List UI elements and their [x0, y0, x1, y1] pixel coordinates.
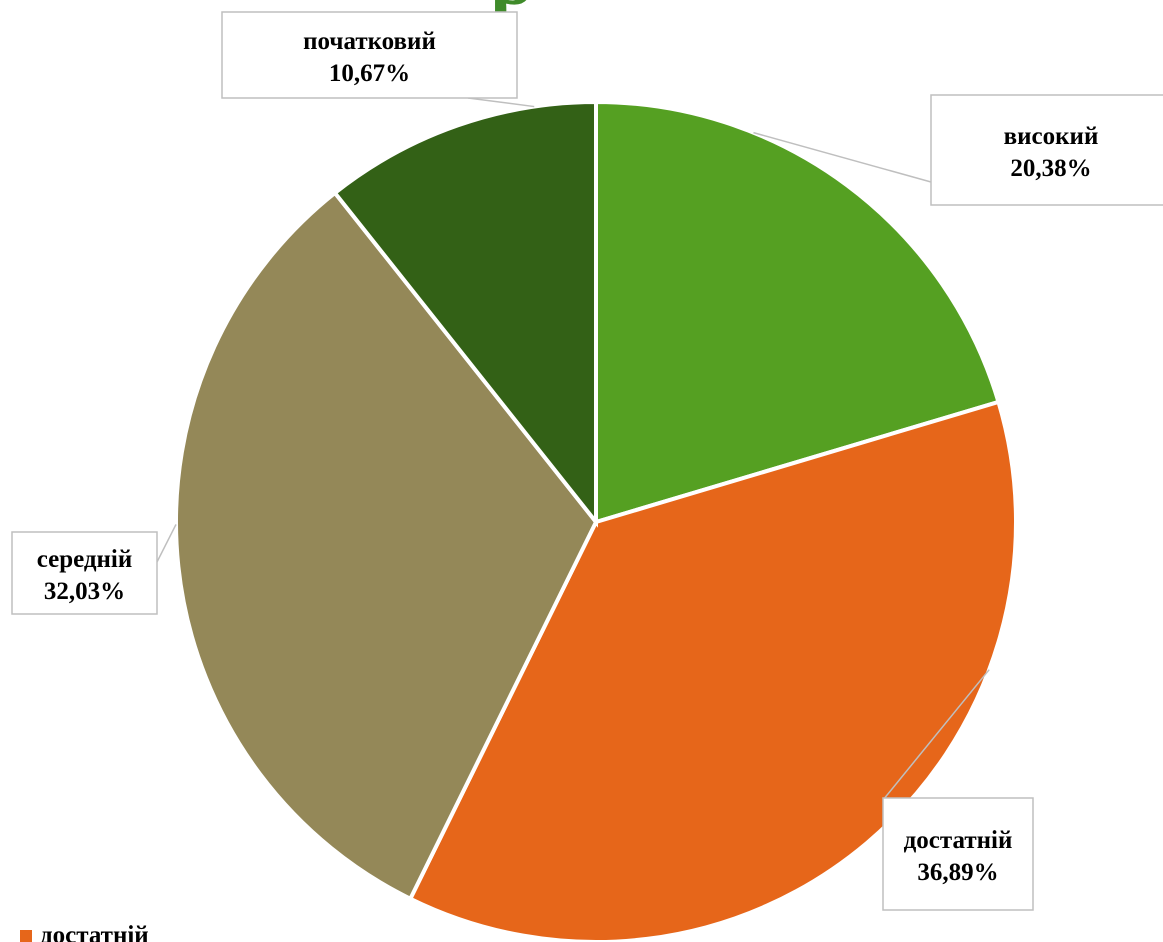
data-label-callouts: високий 20,38% достатній 36,89% середній 32,0… — [11, 11, 1163, 911]
callout-box-3 — [221, 11, 518, 99]
callout-box-2 — [11, 531, 158, 615]
callout-value-0: 20,38% — [1010, 155, 1091, 182]
pie-slice-1 — [407, 399, 1018, 942]
callout-box-1 — [882, 797, 1034, 911]
callout-value-1: 36,89% — [917, 859, 998, 886]
callout-box-0 — [930, 94, 1163, 206]
pie-slice-2 — [174, 190, 599, 902]
leader-line-0 — [753, 131, 932, 183]
leader-line-1 — [882, 669, 990, 801]
callout-category-1: достатній — [904, 827, 1013, 854]
callout-value-3: 10,67% — [329, 60, 410, 87]
legend: достатній — [20, 922, 149, 942]
callout-category-0: високий — [1004, 123, 1099, 150]
callout-value-2: 32,03% — [44, 578, 125, 605]
callout-category-3: початковий — [303, 28, 436, 55]
leader-line-3 — [467, 97, 535, 108]
legend-swatch-dostatnii — [20, 930, 32, 942]
leader-line-2 — [156, 524, 177, 563]
pie-slice-3 — [332, 99, 598, 528]
pie-slice-0 — [594, 99, 1001, 525]
leader-lines — [156, 97, 990, 801]
legend-label-dostatnii: достатній — [40, 922, 149, 942]
pie-slices — [174, 99, 1018, 942]
callout-category-2: середній — [37, 546, 133, 573]
